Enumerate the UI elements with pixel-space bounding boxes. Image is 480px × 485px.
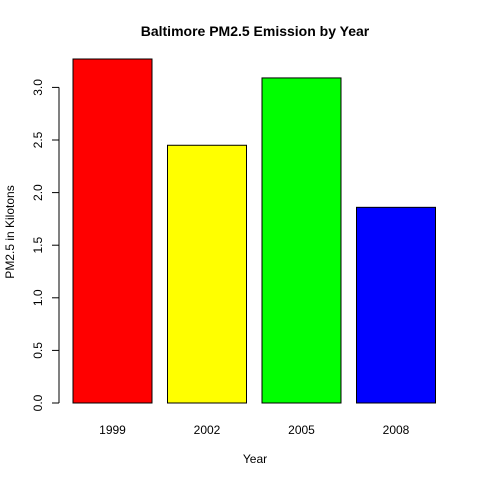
x-tick-labels: 1999 2002 2005 2008 bbox=[99, 423, 410, 437]
bar-2002 bbox=[167, 144, 247, 404]
y-tick-label: 0.5 bbox=[31, 342, 45, 359]
x-tick-label: 2008 bbox=[383, 423, 410, 437]
x-tick-label: 2002 bbox=[194, 423, 221, 437]
y-tick-label: 3.0 bbox=[31, 79, 45, 96]
bars bbox=[72, 58, 436, 404]
bar-1999 bbox=[72, 58, 153, 404]
y-tick-label: 1.5 bbox=[31, 237, 45, 254]
x-tick-label: 2005 bbox=[288, 423, 315, 437]
y-tick-label: 2.5 bbox=[31, 131, 45, 148]
y-tick-label: 2.0 bbox=[31, 184, 45, 201]
y-tick-label: 0.0 bbox=[31, 394, 45, 411]
chart-title: Baltimore PM2.5 Emission by Year bbox=[141, 23, 370, 39]
x-axis-label: Year bbox=[243, 452, 267, 466]
bar-2008 bbox=[356, 206, 436, 404]
bar-2005 bbox=[261, 77, 342, 404]
y-axis: 0.0 0.5 1.0 1.5 2.0 2.5 3.0 bbox=[31, 79, 60, 411]
x-tick-label: 1999 bbox=[99, 423, 126, 437]
y-tick-label: 1.0 bbox=[31, 289, 45, 306]
y-axis-label: PM2.5 in Kilotons bbox=[3, 185, 17, 278]
